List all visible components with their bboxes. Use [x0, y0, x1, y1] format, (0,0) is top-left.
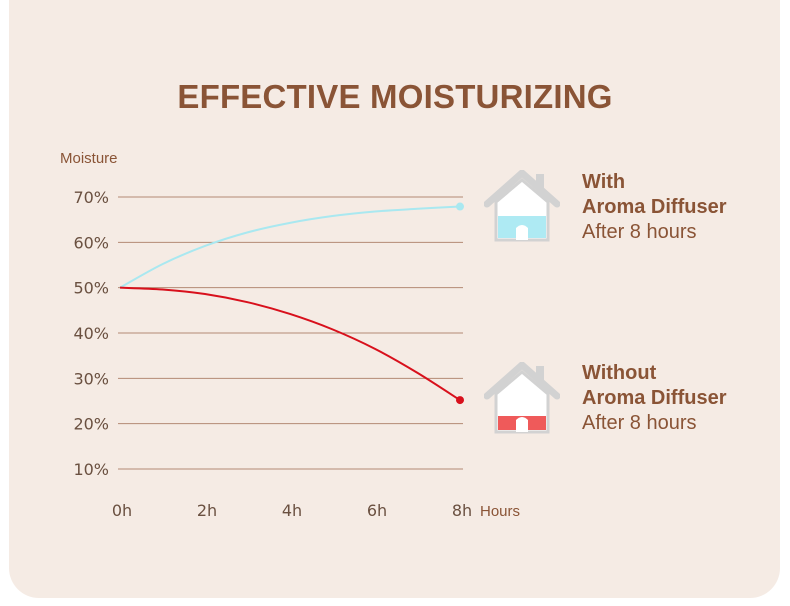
- legend-without-line3: After 8 hours: [582, 412, 697, 434]
- legend-with: With Aroma Diffuser After 8 hours: [582, 170, 726, 245]
- legend-with-line1: With: [582, 171, 626, 193]
- series-endpoint-with: [456, 202, 464, 211]
- house-door-outline: [494, 370, 550, 434]
- y-tick-label: 50%: [73, 279, 109, 298]
- house-door-outline: [494, 178, 550, 242]
- legend-without: Without Aroma Diffuser After 8 hours: [582, 361, 726, 436]
- x-axis-label: Hours: [480, 503, 520, 520]
- x-tick-label: 4h: [282, 501, 302, 520]
- x-tick-label: 8h: [452, 501, 472, 520]
- house-chimney: [536, 366, 544, 382]
- x-tick-labels: 0h 2h 4h 6h 8h: [112, 501, 472, 520]
- legend-without-line2: Aroma Diffuser: [582, 387, 727, 409]
- series-endpoint-without: [456, 396, 464, 405]
- series-line-with: [119, 205, 461, 289]
- y-tick-label: 30%: [73, 369, 109, 388]
- x-tick-label: 0h: [112, 501, 132, 520]
- chart-card: [9, 0, 780, 598]
- legend-with-line3: After 8 hours: [582, 221, 697, 243]
- y-tick-label: 60%: [73, 233, 109, 252]
- y-tick-label: 40%: [73, 324, 109, 343]
- x-tick-label: 2h: [197, 501, 217, 520]
- house-chimney: [536, 174, 544, 190]
- y-tick-label: 20%: [73, 415, 109, 434]
- gridlines: [118, 196, 463, 470]
- house-icon: [484, 170, 560, 242]
- house-roof: [484, 362, 560, 400]
- x-tick-label: 6h: [367, 501, 387, 520]
- y-axis-label: Moisture: [60, 150, 118, 167]
- y-tick-label: 10%: [73, 460, 109, 479]
- house-roof: [484, 170, 560, 208]
- chart-title: EFFECTIVE MOISTURIZING: [177, 78, 613, 115]
- house-door: [516, 225, 528, 240]
- house-door: [516, 417, 528, 432]
- y-tick-label: 70%: [73, 188, 109, 207]
- series-lines: [119, 202, 464, 405]
- legend-without-line1: Without: [582, 362, 657, 384]
- series-line-without: [119, 286, 461, 401]
- legend-with-line2: Aroma Diffuser: [582, 196, 727, 218]
- house-icon: [484, 362, 560, 434]
- y-tick-labels: 70% 60% 50% 40% 30% 20% 10%: [73, 188, 109, 479]
